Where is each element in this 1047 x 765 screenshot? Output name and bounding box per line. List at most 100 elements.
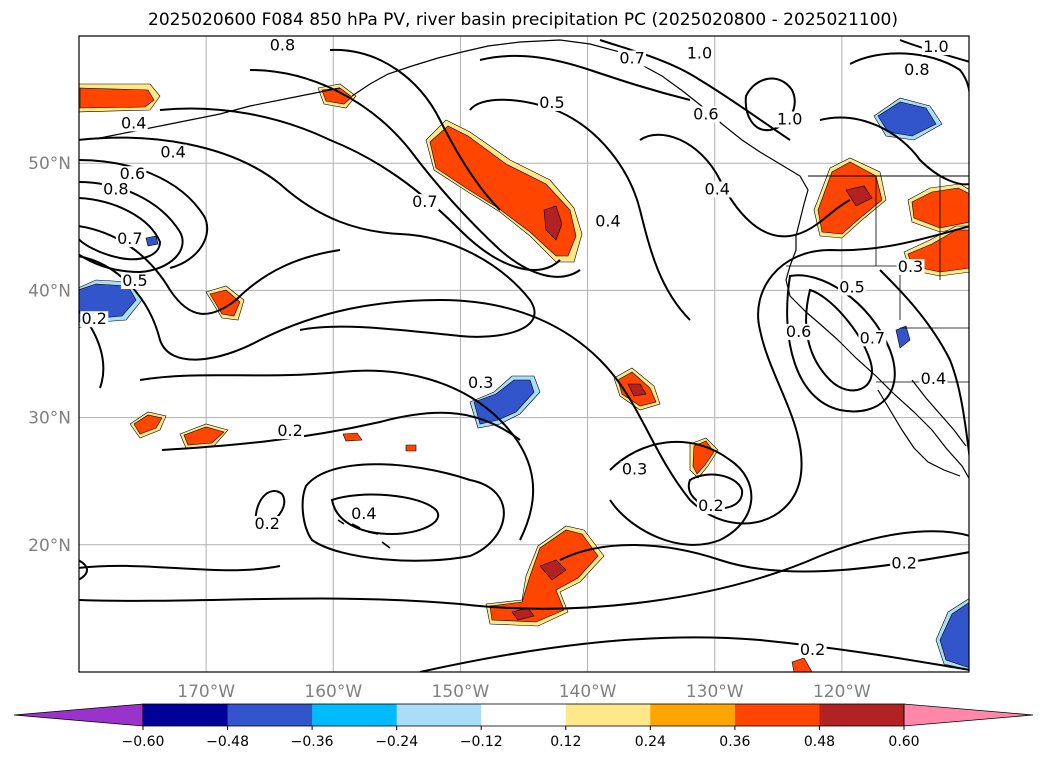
- contour-label-bg: [838, 279, 867, 296]
- baja-coastline: [877, 389, 961, 477]
- pv-contour: [609, 440, 753, 546]
- contour-label: 0.7: [412, 192, 437, 211]
- colorbar-tick-label: 0.24: [635, 734, 666, 750]
- pv-contour: [139, 369, 535, 541]
- contour-label: 0.8: [103, 179, 128, 198]
- contour-label-bg: [775, 111, 804, 128]
- contour-label: 1.0: [777, 109, 802, 128]
- colorbar-tick-label: −0.24: [375, 734, 418, 750]
- contour-label: 1.0: [687, 43, 712, 62]
- colorbar-tick-label: 0.36: [719, 734, 750, 750]
- precip-positive-region: [911, 187, 969, 229]
- colorbar-extend-high: [903, 703, 1034, 727]
- precip-negative-region: [145, 235, 159, 247]
- pv-contour: [879, 269, 969, 461]
- precip-negative-region: [473, 379, 535, 425]
- precip-positive-region: [627, 383, 647, 397]
- contour-label: 0.6: [120, 164, 145, 183]
- pv-contour: [79, 136, 536, 338]
- pv-contour: [79, 530, 969, 610]
- pv-contour: [79, 197, 162, 261]
- contour-labels: 0.80.7 1.0 1.00.80.50.6 1.00.40.40.60.80.70…: [80, 36, 950, 659]
- contour-label: 0.8: [270, 36, 295, 55]
- contour-label: 0.5: [839, 277, 864, 296]
- colorbar-tick-label: 0.12: [550, 734, 581, 750]
- contour-label-bg: [921, 38, 950, 55]
- contour-label: 0.3: [468, 373, 493, 392]
- contour-label: 0.6: [693, 104, 718, 123]
- contour-label-bg: [537, 94, 566, 111]
- pv-contour: [249, 69, 581, 278]
- pv-contour: [79, 559, 88, 581]
- colorbar-segment: [143, 704, 229, 726]
- precip-positive-region: [133, 414, 163, 435]
- precip-positive-region: [342, 432, 363, 442]
- lon-tick-label: 130°W: [686, 682, 744, 702]
- contour-label-bg: [115, 231, 144, 248]
- colorbar-tick-label: −0.60: [122, 734, 165, 750]
- contour-label-bg: [618, 50, 647, 67]
- precip-positive-region: [429, 125, 577, 257]
- axis-labels: 170°W 160°W 150°W 140°W 130°W 120°W 20°N 30°N 40…: [28, 154, 871, 702]
- colorbar-frame: [142, 703, 905, 727]
- contour-label: 0.2: [82, 309, 107, 328]
- pv-contour: [559, 544, 969, 573]
- contour-label-bg: [685, 45, 714, 62]
- colorbar-segment: [481, 704, 567, 726]
- pv-contour: [419, 636, 969, 672]
- pv-contour: [79, 159, 209, 269]
- colorbar-tick-label: −0.48: [206, 734, 249, 750]
- pv-contour: [159, 107, 561, 271]
- contour-label: 0.4: [705, 179, 730, 198]
- map-frame: [78, 35, 970, 673]
- precip-positive-region: [791, 657, 813, 672]
- contour-label-bg: [593, 213, 622, 230]
- contour-label-bg: [691, 106, 720, 123]
- contour-label: 0.5: [539, 93, 564, 112]
- colorbar-segment: [227, 704, 313, 726]
- colorbar-tick-label: 0.60: [888, 734, 919, 750]
- precip-positive-region: [405, 444, 417, 452]
- contour-label-bg: [919, 370, 948, 387]
- precip-positive-region: [183, 426, 225, 446]
- contour-label-bg: [798, 641, 827, 658]
- pv-contour: [329, 48, 501, 211]
- contour-label-bg: [858, 330, 887, 347]
- hawaii-islands: [337, 519, 391, 549]
- colorbar-segment: [565, 704, 651, 726]
- pv-contour: [849, 52, 969, 101]
- contour-label: 0.7: [619, 48, 644, 67]
- lat-tick-label: 40°N: [28, 281, 71, 301]
- lon-tick-label: 150°W: [432, 682, 490, 702]
- lon-tick-label: 170°W: [177, 682, 235, 702]
- contour-label-bg: [890, 555, 919, 572]
- pv-contour: [79, 225, 969, 525]
- pv-contour: [301, 463, 505, 562]
- contour-label: 0.5: [122, 271, 147, 290]
- pv-contour: [469, 98, 691, 321]
- precip-positive-region: [79, 87, 155, 109]
- contour-label: 0.7: [860, 328, 885, 347]
- pv-contour: [479, 54, 691, 101]
- chart-title: 2025020600 F084 850 hPa PV, river basin …: [148, 10, 898, 30]
- contour-label: 0.8: [904, 60, 929, 79]
- colorbar-extend-low: [13, 703, 144, 727]
- colorbar-tick-label: 0.48: [804, 734, 835, 750]
- colorbar-segment: [734, 704, 820, 726]
- colorbar-segment: [396, 704, 482, 726]
- contour-label: 0.7: [117, 229, 142, 248]
- contour-label: 0.4: [160, 143, 185, 162]
- contour-label-bg: [119, 115, 148, 132]
- contour-label-bg: [253, 515, 282, 532]
- colorbar-segment: [650, 704, 736, 726]
- contour-label-bg: [120, 273, 149, 290]
- contour-label: 0.2: [254, 514, 279, 533]
- contour-label-bg: [896, 259, 925, 276]
- contour-label: 0.2: [800, 640, 825, 659]
- gulf-of-california: [911, 379, 967, 447]
- colorbar-tick-label: −0.36: [291, 734, 334, 750]
- precip-positive-region: [817, 161, 883, 235]
- pv-contour: [819, 116, 969, 186]
- contour-label-bg: [620, 461, 649, 478]
- contour-label: 0.2: [891, 553, 916, 572]
